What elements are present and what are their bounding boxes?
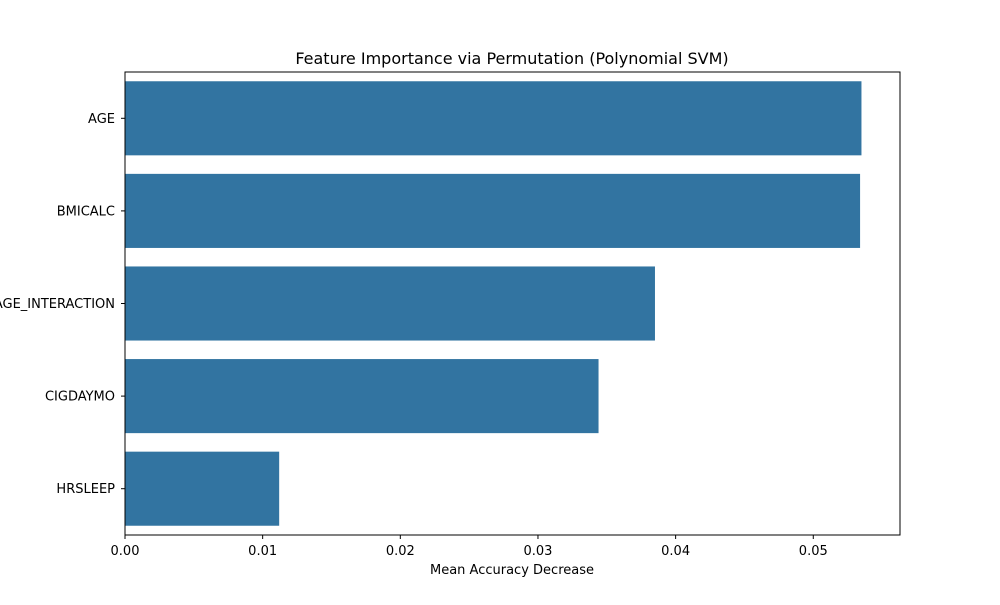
x-tick-label: 0.00	[111, 544, 140, 559]
y-tick-label: BMICALC	[57, 204, 115, 219]
bar-hrsleep	[125, 451, 280, 526]
y-tick-label: AGE_INTERACTION	[0, 297, 115, 312]
x-axis-ticks: 0.00 0.01 0.02 0.03 0.04 0.05	[111, 535, 828, 559]
x-tick-label: 0.04	[661, 544, 690, 559]
y-tick-label: HRSLEEP	[56, 482, 115, 497]
x-tick-label: 0.03	[523, 544, 552, 559]
y-axis-ticks: AGE BMICALC AGE_INTERACTION CIGDAYMO HRSLEEP	[0, 112, 125, 497]
x-tick-label: 0.05	[799, 544, 828, 559]
plot-frame	[124, 71, 901, 536]
x-tick-label: 0.01	[248, 544, 277, 559]
chart-title: Feature Importance via Permutation (Poly…	[295, 49, 728, 68]
x-axis-label: Mean Accuracy Decrease	[430, 563, 594, 578]
bars-group	[125, 81, 862, 526]
x-tick-label: 0.02	[386, 544, 415, 559]
y-tick-label: AGE	[88, 112, 115, 127]
bar-age	[125, 81, 862, 156]
bar-cigdaymo	[125, 359, 599, 434]
y-tick-label: CIGDAYMO	[45, 390, 115, 405]
bar-age-interaction	[125, 266, 655, 341]
bar-bmicalc	[125, 173, 861, 248]
